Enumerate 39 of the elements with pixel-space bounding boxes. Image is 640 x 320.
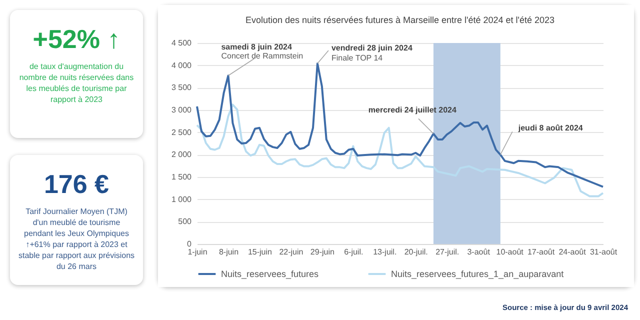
text: +52% ↑ xyxy=(32,24,122,55)
y-tick-label: 2 500 xyxy=(171,128,192,137)
legend-label: Nuits_reservees_futures_1_an_auparavant xyxy=(391,269,564,279)
x-tick-label: 31-août xyxy=(590,248,618,256)
y-tick-label: 3 500 xyxy=(171,83,192,92)
x-tick-label: 6-juil. xyxy=(344,248,364,256)
text: Tarif Journalier Moyen (TJM) d'un meublé de tourisme pendant les Jeux Olympiques ↑+61% par rapport à 2023 et stable par rapport aux prévisions du 26 mars xyxy=(18,206,135,272)
chart-title: Evolution des nuits réservées futures à Marseille entre l'été 2024 et l'été 2023 xyxy=(245,15,555,25)
y-tick-label: 500 xyxy=(178,217,192,226)
text: 176 € xyxy=(42,169,110,200)
x-tick-label: 29-juin xyxy=(310,248,334,256)
y-tick-label: 4 500 xyxy=(171,38,192,48)
annotation: mercredi 24 juillet 2024 xyxy=(368,106,457,115)
y-tick-label: 4 000 xyxy=(171,60,192,70)
annotation: Finale TOP 14 xyxy=(331,54,384,63)
text: de taux d'augmentation du nombre de nuits réservées dans les meublés de tourisme par rapport à 2023 xyxy=(18,61,135,105)
annotation: jeudi 8 août 2024 xyxy=(517,124,584,133)
line-series xyxy=(196,62,604,188)
x-tick-label: 15-juin xyxy=(248,248,272,256)
y-tick-label: 2 000 xyxy=(171,150,192,160)
y-tick-label: 1 000 xyxy=(171,194,192,204)
y-tick-label: 3 000 xyxy=(171,106,192,114)
y-tick-label: 0 xyxy=(187,240,192,248)
x-tick-label: 1-juin xyxy=(188,248,208,256)
x-tick-label: 10-août xyxy=(496,248,524,256)
x-tick-label: 3-août xyxy=(467,248,491,256)
line-series xyxy=(196,104,604,198)
legend-label: Nuits_reservees_futures xyxy=(221,269,320,279)
x-tick-label: 17-août xyxy=(527,248,556,256)
x-tick-label: 22-juin xyxy=(279,248,304,256)
x-tick-label: 24-août xyxy=(558,248,587,256)
annotation: samedi 8 juin 2024 xyxy=(221,42,292,52)
x-tick-label: 27-juil. xyxy=(436,248,460,256)
x-tick-label: 8-juin xyxy=(218,248,239,256)
x-tick-label: 20-juil. xyxy=(404,248,428,256)
y-tick-label: 1 500 xyxy=(171,172,192,182)
x-tick-label: 13-juil. xyxy=(373,248,397,256)
annotation: Concert de Rammstein xyxy=(221,52,304,61)
annotation: vendredi 28 juin 2024 xyxy=(331,44,413,53)
